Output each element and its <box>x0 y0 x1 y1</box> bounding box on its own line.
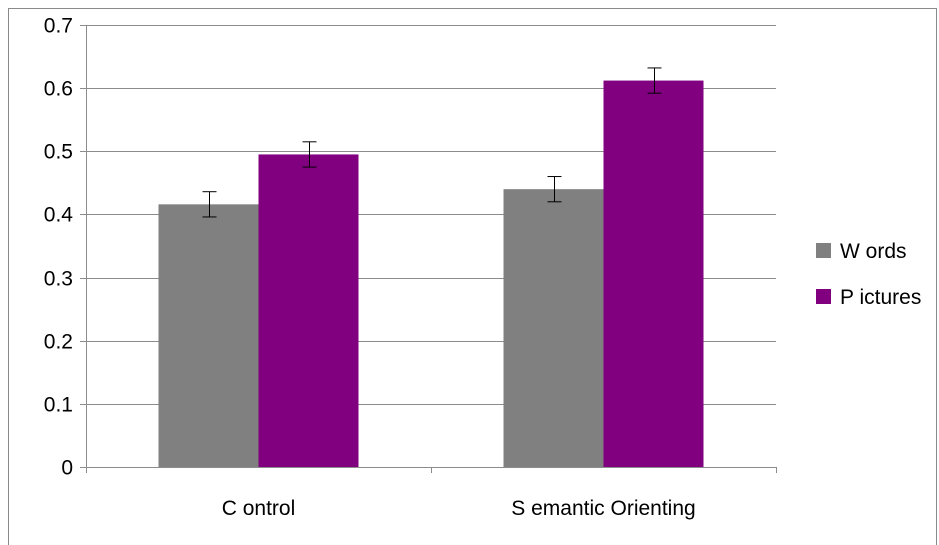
category-label: C ontrol <box>222 497 296 520</box>
y-tick-label: 0.1 <box>44 394 73 417</box>
y-tick-label: 0.3 <box>44 268 73 291</box>
bar-pictures <box>603 80 704 468</box>
category-label: S emantic Orienting <box>511 497 695 520</box>
error-bar <box>647 67 662 94</box>
y-tick-label: 0.2 <box>44 331 73 354</box>
legend-label: W ords <box>840 240 907 263</box>
bar-pictures <box>258 154 359 467</box>
chart-border <box>8 8 937 545</box>
y-tick-label: 0.6 <box>44 78 73 101</box>
y-tick-label: 0.5 <box>44 141 73 164</box>
y-tick-label: 0 <box>61 457 73 480</box>
bar-words <box>158 204 259 467</box>
error-bars <box>202 67 662 218</box>
legend-swatch <box>816 289 831 304</box>
axes <box>86 25 777 473</box>
error-bar <box>302 141 317 168</box>
y-tick-label: 0.7 <box>44 15 73 38</box>
y-axis-ticks: 0 0.1 0.2 0.3 0.4 0.5 0.6 0.7 <box>44 15 86 480</box>
error-bar <box>202 191 217 218</box>
legend: W ords P ictures <box>816 240 921 309</box>
legend-label: P ictures <box>840 286 921 309</box>
bars <box>158 80 704 468</box>
x-axis-categories: C ontrol S emantic Orienting <box>222 497 696 520</box>
legend-swatch <box>816 243 831 258</box>
bar-words <box>503 189 604 467</box>
error-bar <box>547 176 562 203</box>
y-tick-label: 0.4 <box>44 204 74 227</box>
